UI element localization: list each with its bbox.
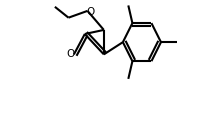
Text: O: O bbox=[66, 49, 75, 59]
Text: O: O bbox=[86, 7, 94, 17]
